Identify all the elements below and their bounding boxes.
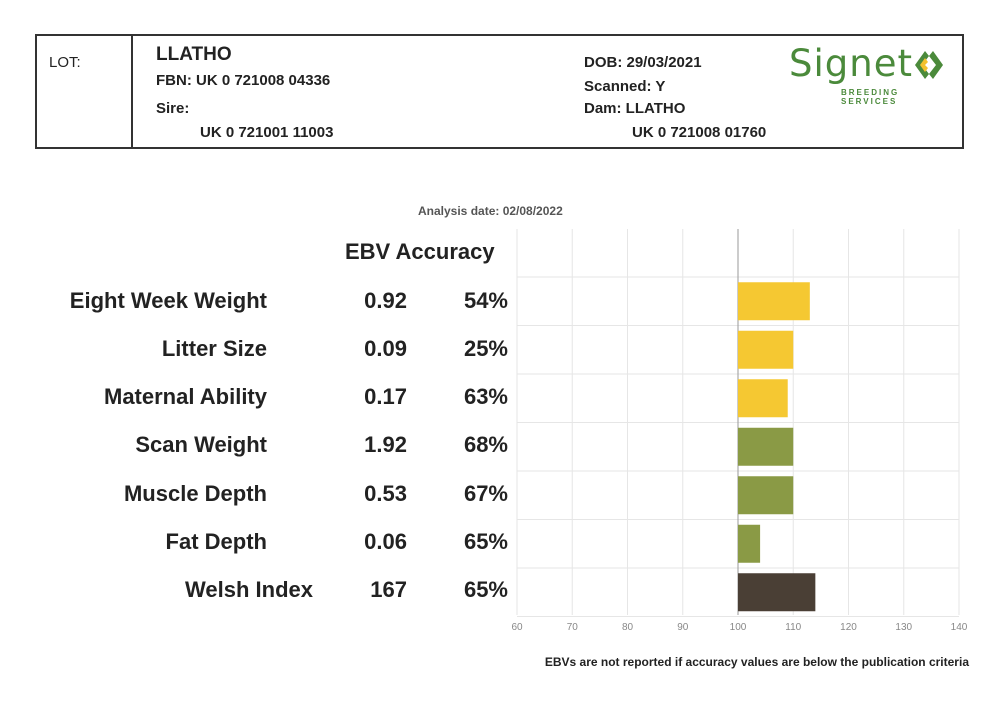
analysis-date: Analysis date: 02/08/2022 xyxy=(418,204,563,218)
trait-ebv: 1.92 xyxy=(364,432,407,457)
x-tick-label: 140 xyxy=(951,622,968,633)
trait-name: Scan Weight xyxy=(135,432,267,457)
trait-name: Maternal Ability xyxy=(104,384,267,409)
trait-ebv: 167 xyxy=(370,577,407,602)
trait-ebv: 0.92 xyxy=(364,288,407,313)
bar-3 xyxy=(738,427,794,466)
trait-ebv: 0.17 xyxy=(364,384,407,409)
dam-id: UK 0 721008 01760 xyxy=(632,124,767,141)
trait-ebv: 0.06 xyxy=(364,529,407,554)
x-tick-label: 130 xyxy=(895,622,912,633)
x-tick-label: 100 xyxy=(730,622,747,633)
dam-text: Dam: LLATHO xyxy=(584,100,686,117)
logo-chevrons-icon xyxy=(915,51,943,79)
bar-0 xyxy=(738,282,810,321)
trait-ebv: 0.09 xyxy=(364,336,407,361)
trait-name: Fat Depth xyxy=(165,529,267,554)
trait-accuracy: 68% xyxy=(463,432,508,457)
trait-accuracy: 65% xyxy=(463,529,508,554)
bar-5 xyxy=(738,524,761,563)
animal-name: LLATHO xyxy=(156,44,232,65)
animal-header: LOT: LLATHO FBN: UK 0 721008 04336 Sire:… xyxy=(35,34,964,149)
x-tick-label: 60 xyxy=(511,622,523,633)
trait-ebv: 0.53 xyxy=(364,481,407,506)
signet-logo: Signet BREEDING SERVICES xyxy=(789,42,949,106)
trait-accuracy: 65% xyxy=(463,577,508,602)
trait-name: Muscle Depth xyxy=(123,481,267,506)
x-tick-label: 70 xyxy=(567,622,579,633)
bar-4 xyxy=(738,476,794,515)
bar-6 xyxy=(738,573,816,612)
trait-name: Litter Size xyxy=(161,336,267,361)
logo-subtitle: BREEDING SERVICES xyxy=(841,88,900,106)
trait-accuracy: 54% xyxy=(463,288,508,313)
dob-text: DOB: 29/03/2021 xyxy=(584,54,702,71)
x-tick-label: 120 xyxy=(840,622,857,633)
logo-wordmark: Signet xyxy=(789,42,913,85)
trait-accuracy: 67% xyxy=(463,481,508,506)
x-tick-label: 80 xyxy=(622,622,634,633)
trait-accuracy: 25% xyxy=(463,336,508,361)
trait-name: Eight Week Weight xyxy=(69,288,267,313)
sire-id: UK 0 721001 11003 xyxy=(200,124,334,141)
column-header: EBV Accuracy xyxy=(345,239,495,264)
sire-label: Sire: xyxy=(156,100,190,117)
lot-column: LOT: xyxy=(37,36,133,147)
trait-name: Welsh Index xyxy=(185,577,313,602)
bar-2 xyxy=(738,379,788,418)
trait-accuracy: 63% xyxy=(463,384,508,409)
x-tick-label: 90 xyxy=(677,622,689,633)
publication-footnote: EBVs are not reported if accuracy values… xyxy=(544,655,969,669)
lot-label: LOT: xyxy=(49,54,81,71)
fbn-text: FBN: UK 0 721008 04336 xyxy=(156,72,331,89)
x-tick-label: 110 xyxy=(785,622,801,633)
scanned-text: Scanned: Y xyxy=(584,78,666,95)
bar-1 xyxy=(738,330,794,369)
